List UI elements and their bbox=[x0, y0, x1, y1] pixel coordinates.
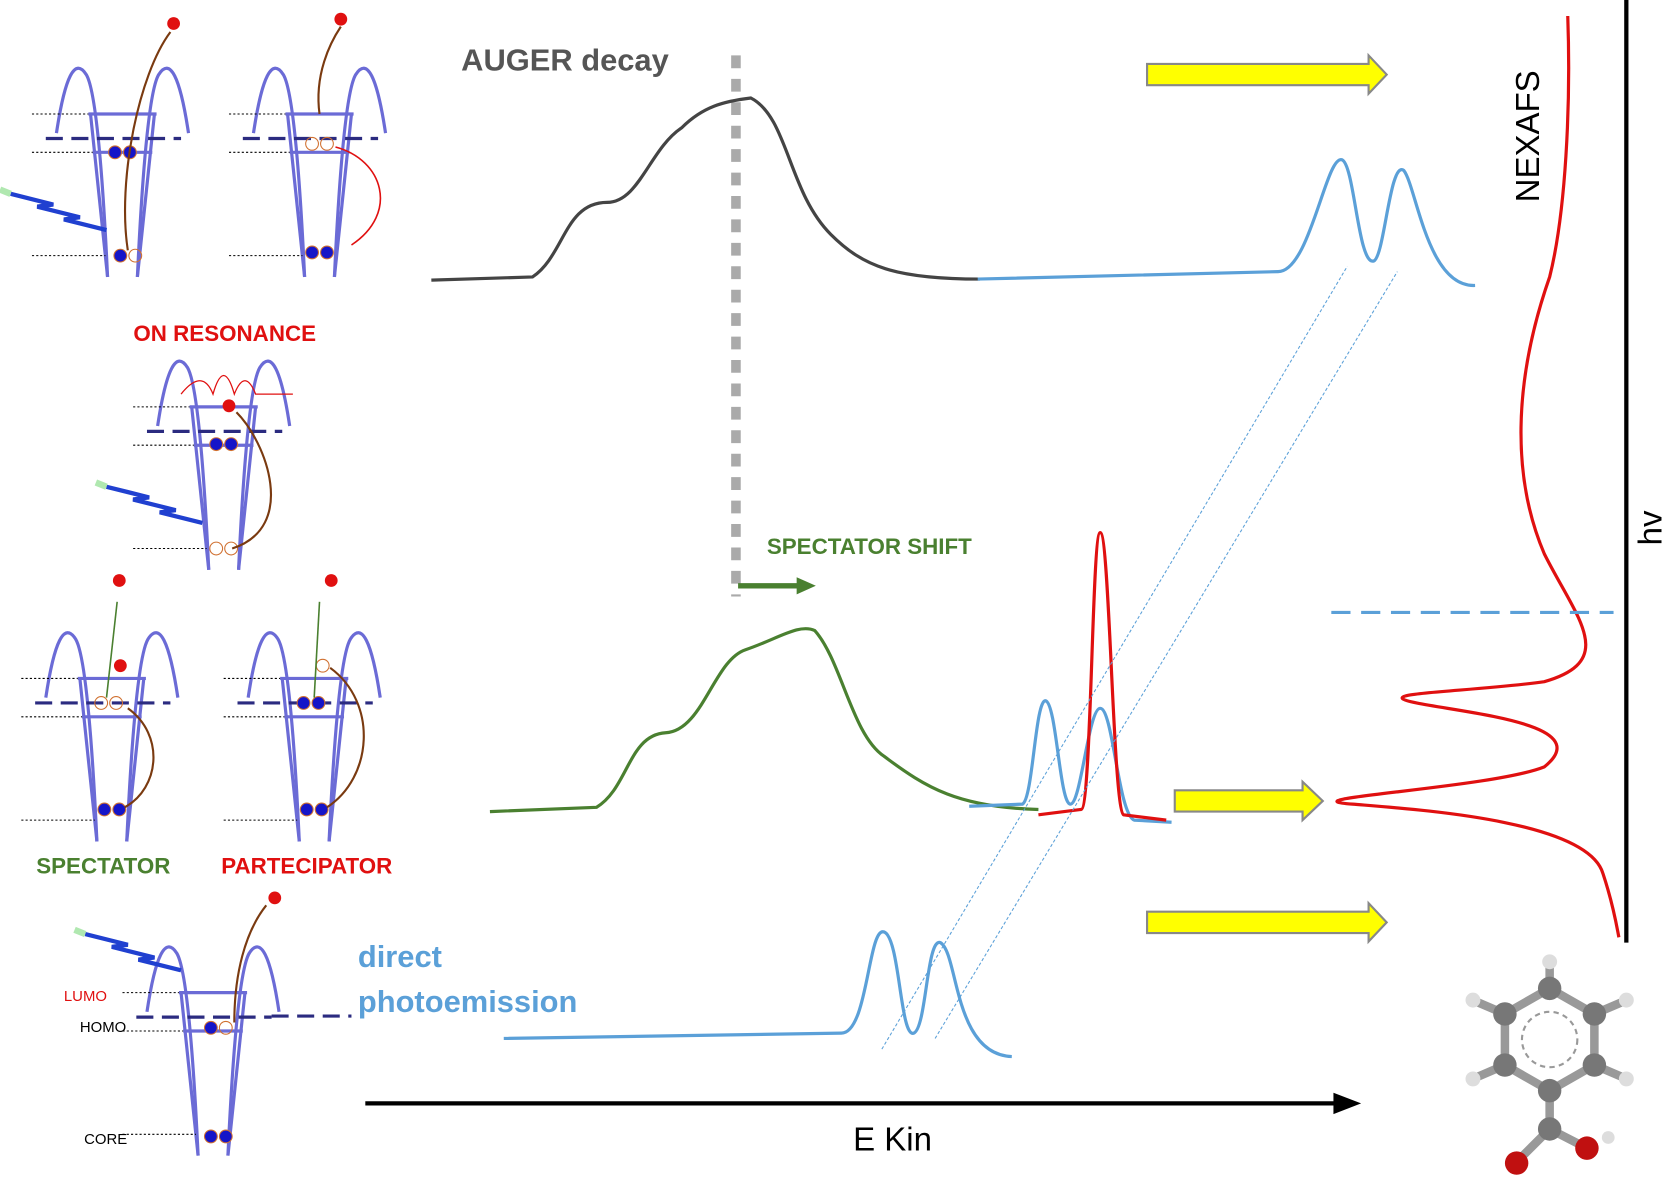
label: LUMO bbox=[64, 989, 107, 1005]
label: photoemission bbox=[358, 984, 578, 1019]
label: SPECTATOR SHIFT bbox=[767, 534, 972, 559]
molecule bbox=[1466, 954, 1634, 1174]
level-diagram bbox=[21, 574, 178, 841]
level-diagram bbox=[224, 574, 381, 841]
label: HOMO bbox=[80, 1020, 126, 1036]
arrow bbox=[1147, 55, 1387, 93]
label: ON RESONANCE bbox=[133, 321, 316, 346]
label: hv bbox=[1631, 510, 1668, 545]
label: AUGER decay bbox=[461, 42, 669, 77]
spectrum bbox=[969, 701, 1171, 822]
label: SPECTATOR bbox=[36, 853, 170, 878]
diagram: ON RESONANCE SPECTATOR PARTECIPATOR LUMO… bbox=[0, 0, 1670, 1178]
nexafs-spectrum bbox=[1337, 16, 1619, 937]
label: direct bbox=[358, 939, 442, 974]
level-diagram bbox=[229, 13, 386, 277]
arrow bbox=[1175, 782, 1323, 820]
level-diagram bbox=[96, 361, 293, 570]
level-diagram bbox=[0, 17, 189, 277]
label: CORE bbox=[84, 1132, 127, 1148]
label: PARTECIPATOR bbox=[221, 853, 392, 878]
arrow bbox=[1147, 903, 1387, 941]
spectator-spectrum bbox=[490, 629, 1039, 812]
auger-spectrum bbox=[431, 98, 980, 280]
label: NEXAFS bbox=[1509, 70, 1546, 202]
spectrum bbox=[1038, 533, 1166, 821]
spectrum bbox=[978, 160, 1475, 286]
label: E Kin bbox=[853, 1120, 932, 1157]
